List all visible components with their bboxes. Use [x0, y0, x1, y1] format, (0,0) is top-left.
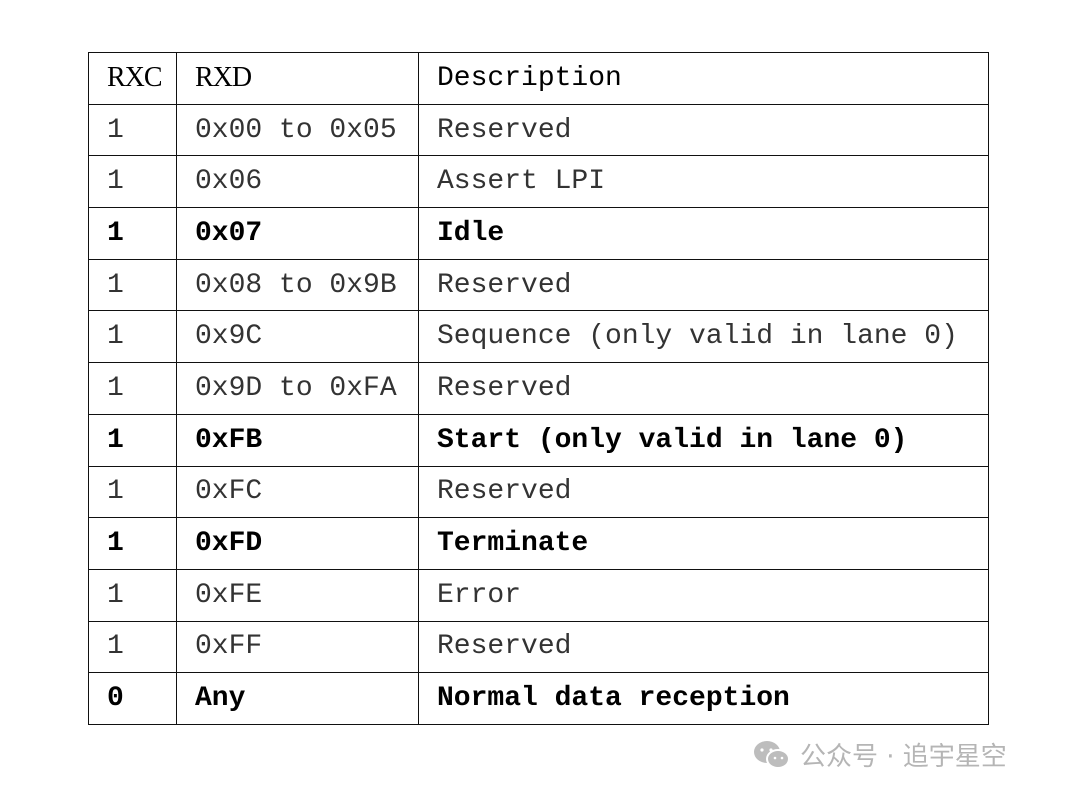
- table-header-row: RXC RXD Description: [88, 52, 989, 105]
- watermark: 公众号 · 追宇星空: [752, 736, 1007, 773]
- table-row: 1 0xFB Start (only valid in lane 0): [88, 413, 989, 467]
- rxc-cell: 1: [88, 413, 177, 467]
- rxc-cell: 1: [88, 465, 177, 519]
- rxc-cell: 1: [88, 103, 177, 157]
- description-cell: Sequence (only valid in lane 0): [418, 310, 989, 364]
- table-row: 1 0xFC Reserved: [88, 465, 989, 519]
- description-cell: Reserved: [418, 258, 989, 312]
- table-row: 1 0xFE Error: [88, 568, 989, 622]
- rxc-cell: 1: [88, 517, 177, 570]
- table-row: 1 0x08 to 0x9B Reserved: [88, 258, 989, 312]
- description-cell: Idle: [418, 207, 989, 260]
- table-row: 1 0x06 Assert LPI: [88, 155, 989, 209]
- rxd-cell: 0x07: [176, 207, 419, 260]
- table-row: 1 0x07 Idle: [88, 207, 989, 260]
- rxc-cell: 1: [88, 155, 177, 209]
- rxd-cell: 0x9D to 0xFA: [176, 362, 419, 415]
- description-cell: Assert LPI: [418, 155, 989, 209]
- description-cell: Normal data reception: [418, 672, 989, 725]
- table-row: 1 0xFF Reserved: [88, 620, 989, 674]
- header-rxd: RXD: [176, 52, 419, 105]
- rxd-cell: 0x00 to 0x05: [176, 103, 419, 157]
- rxd-cell: 0x9C: [176, 310, 419, 364]
- rxc-cell: 1: [88, 258, 177, 312]
- rxd-cell: 0xFD: [176, 517, 419, 570]
- watermark-text: 公众号 · 追宇星空: [800, 742, 1007, 772]
- description-cell: Reserved: [418, 465, 989, 519]
- description-cell: Reserved: [418, 103, 989, 157]
- rxd-cell: 0xFC: [176, 465, 419, 519]
- rxd-cell: 0x08 to 0x9B: [176, 258, 419, 312]
- rxc-cell: 1: [88, 620, 177, 674]
- rxd-cell: 0xFB: [176, 413, 419, 467]
- rxd-cell: 0xFF: [176, 620, 419, 674]
- table-row: 0 Any Normal data reception: [88, 672, 989, 725]
- rxc-cell: 1: [88, 362, 177, 415]
- rxc-cell: 1: [88, 568, 177, 622]
- description-cell: Start (only valid in lane 0): [418, 413, 989, 467]
- rxd-cell: 0xFE: [176, 568, 419, 622]
- rxc-cell: 0: [88, 672, 177, 725]
- header-description: Description: [418, 52, 989, 105]
- wechat-icon: [754, 740, 790, 769]
- description-cell: Reserved: [418, 620, 989, 674]
- description-cell: Terminate: [418, 517, 989, 570]
- table-row: 1 0xFD Terminate: [88, 517, 989, 570]
- header-rxc: RXC: [88, 52, 177, 105]
- description-cell: Reserved: [418, 362, 989, 415]
- rx-code-table: RXC RXD Description 1 0x00 to 0x05 Reserve…: [88, 52, 989, 725]
- rxd-cell: 0x06: [176, 155, 419, 209]
- rxc-cell: 1: [88, 310, 177, 364]
- table-row: 1 0x00 to 0x05 Reserved: [88, 103, 989, 157]
- table-row: 1 0x9C Sequence (only valid in lane 0): [88, 310, 989, 364]
- rxd-cell: Any: [176, 672, 419, 725]
- rxc-cell: 1: [88, 207, 177, 260]
- table-row: 1 0x9D to 0xFA Reserved: [88, 362, 989, 415]
- description-cell: Error: [418, 568, 989, 622]
